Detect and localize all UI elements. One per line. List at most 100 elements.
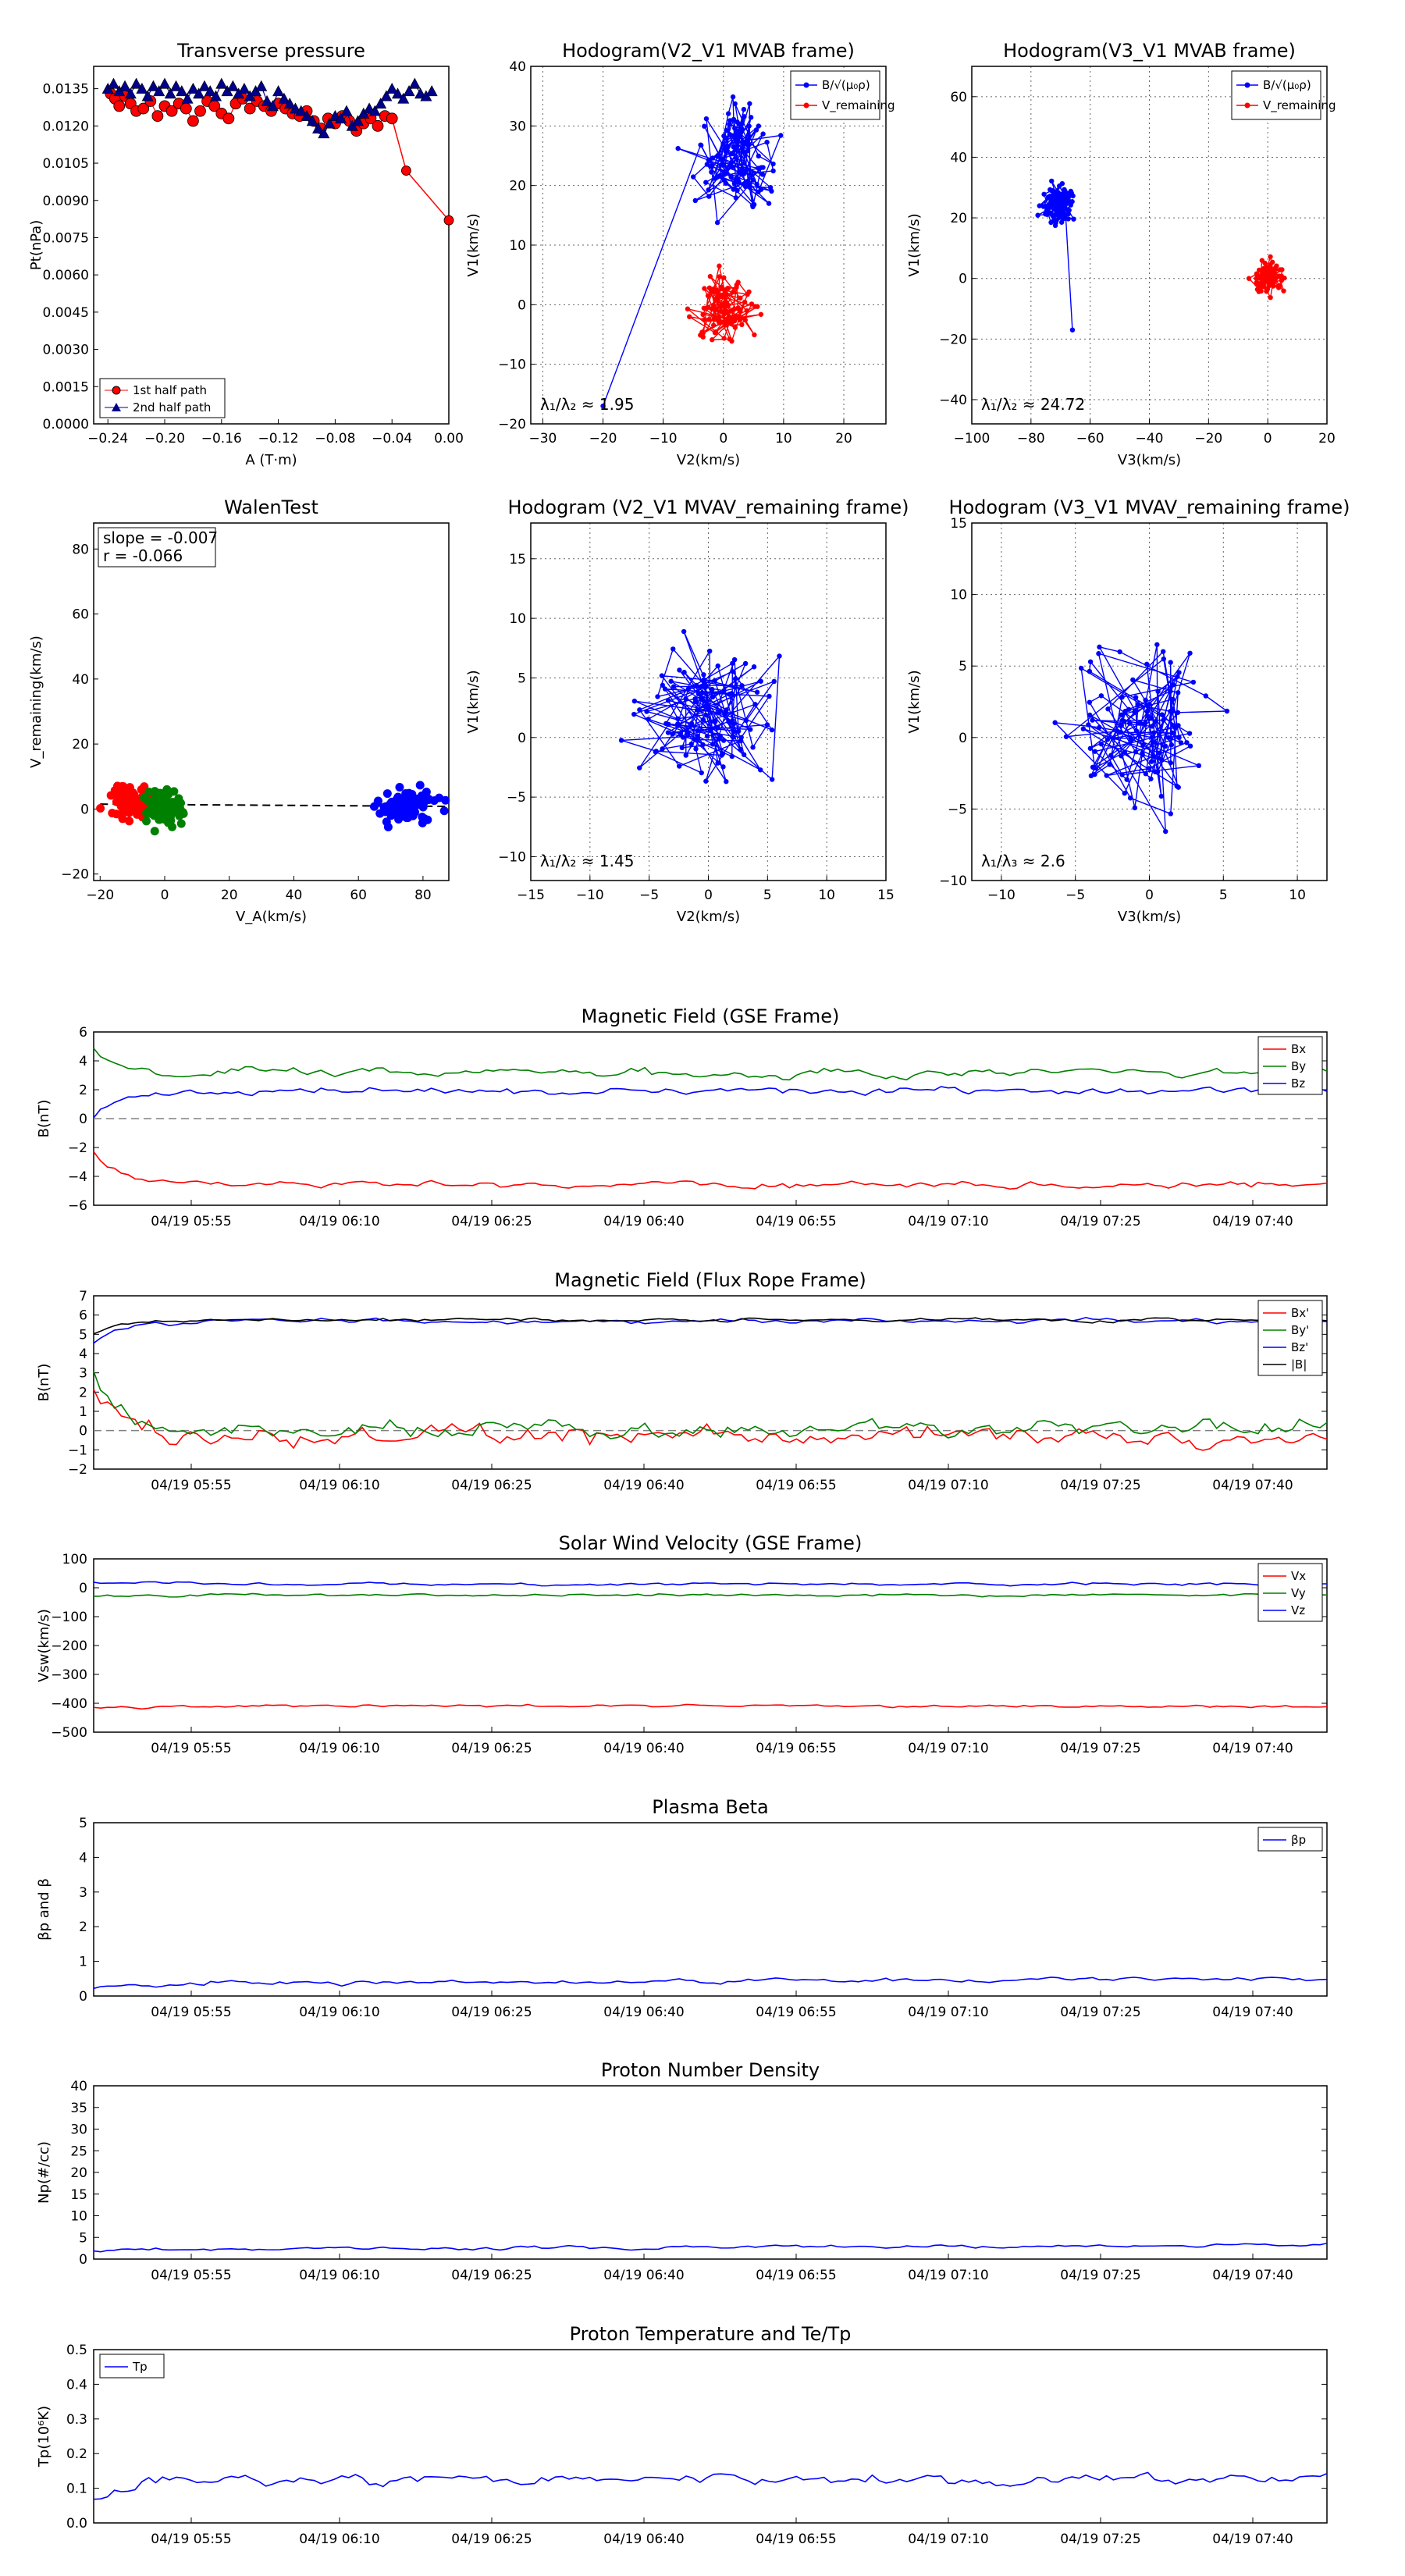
x-tick-label: 04/19 06:25 bbox=[451, 2005, 532, 2020]
data-point bbox=[730, 669, 736, 674]
data-point bbox=[688, 741, 694, 747]
data-point bbox=[733, 148, 738, 153]
plot-area bbox=[93, 2349, 1328, 2524]
data-point bbox=[1105, 706, 1111, 712]
data-point bbox=[756, 123, 762, 129]
data-point bbox=[631, 711, 637, 717]
data-point bbox=[283, 98, 296, 109]
data-point bbox=[179, 809, 188, 818]
x-tick-label: 0 bbox=[161, 888, 169, 903]
data-point bbox=[150, 827, 159, 836]
data-point bbox=[747, 180, 752, 187]
data-point bbox=[1097, 724, 1102, 731]
data-point bbox=[119, 802, 128, 812]
x-tick-label: −15 bbox=[517, 888, 545, 903]
chart-h1: Hodogram(V2_V1 MVAB frame)−30 −20 −10 0 10 20… bbox=[465, 40, 895, 468]
y-tick-label: 25 bbox=[70, 2144, 87, 2159]
data-point bbox=[1144, 708, 1151, 714]
data-point bbox=[742, 299, 748, 305]
series-line bbox=[93, 1592, 1328, 1598]
data-point bbox=[1149, 735, 1154, 740]
chart-h3: Hodogram (V2_V1 MVAV_remaining frame) −15… bbox=[465, 496, 909, 925]
y-tick-label: −1 bbox=[68, 1443, 87, 1458]
data-point bbox=[1087, 712, 1093, 718]
data-point bbox=[1115, 728, 1121, 734]
data-point bbox=[735, 119, 740, 125]
data-point bbox=[1035, 212, 1040, 218]
data-point bbox=[758, 767, 763, 773]
data-point bbox=[125, 817, 134, 826]
data-point bbox=[1151, 753, 1156, 759]
y-tick-label: 0.2 bbox=[66, 2446, 87, 2462]
y-tick-label: 0.0045 bbox=[43, 305, 89, 321]
data-point bbox=[720, 751, 726, 756]
y-tick-label: 3 bbox=[79, 1885, 87, 1901]
data-point bbox=[1268, 294, 1273, 301]
chart-ts6: Proton Temperature and Te/Tp 0.0 0.1 0.2 0.3… bbox=[36, 2323, 1328, 2547]
y-tick-label: 5 bbox=[79, 1816, 87, 1831]
data-point bbox=[714, 154, 720, 159]
data-point bbox=[1151, 739, 1158, 745]
y-tick-label: −5 bbox=[948, 802, 967, 817]
data-point bbox=[1090, 717, 1095, 723]
data-point bbox=[706, 194, 712, 199]
data-point bbox=[1162, 743, 1168, 749]
data-point bbox=[169, 787, 179, 796]
data-point bbox=[113, 100, 126, 112]
data-point bbox=[403, 85, 415, 97]
data-point bbox=[391, 87, 404, 99]
y-tick-label: 0.0 bbox=[66, 2516, 87, 2532]
data-point bbox=[141, 90, 154, 101]
y-tick-label: −4 bbox=[68, 1169, 87, 1185]
series-line bbox=[93, 1151, 1328, 1190]
x-tick-label: 0 bbox=[1145, 888, 1154, 903]
data-point bbox=[1276, 284, 1282, 290]
data-point bbox=[690, 174, 696, 180]
series-line bbox=[93, 1389, 1328, 1451]
data-point bbox=[1135, 702, 1141, 708]
x-tick-label: −5 bbox=[639, 888, 659, 903]
data-point bbox=[644, 709, 649, 714]
y-tick-label: 1 bbox=[79, 1404, 87, 1420]
data-point bbox=[709, 169, 714, 175]
data-point bbox=[1176, 670, 1182, 675]
y-tick-label: 10 bbox=[509, 611, 526, 627]
data-point bbox=[1050, 194, 1056, 201]
data-point bbox=[1184, 740, 1190, 745]
y-tick-label: 10 bbox=[950, 588, 967, 603]
y-axis-label: Tp(10⁶K) bbox=[36, 2406, 52, 2467]
x-tick-label: 04/19 06:55 bbox=[756, 1478, 836, 1493]
y-tick-label: 0.0015 bbox=[43, 379, 89, 395]
data-point bbox=[728, 691, 735, 696]
data-point bbox=[778, 133, 784, 138]
stats-box bbox=[98, 527, 216, 568]
data-point bbox=[637, 765, 642, 770]
data-point bbox=[729, 151, 735, 157]
data-point bbox=[408, 77, 421, 89]
x-tick-label: 10 bbox=[818, 888, 835, 903]
data-point bbox=[1050, 203, 1056, 208]
y-tick-label: 0 bbox=[79, 1989, 87, 2005]
data-point bbox=[142, 817, 151, 826]
data-point bbox=[730, 133, 735, 139]
data-point bbox=[771, 678, 777, 685]
data-point bbox=[758, 165, 764, 170]
data-point bbox=[420, 814, 429, 824]
x-tick-label: 04/19 05:55 bbox=[151, 1741, 231, 1756]
data-point bbox=[1161, 717, 1166, 723]
data-point bbox=[1037, 203, 1042, 208]
x-tick-label: 04/19 07:10 bbox=[908, 1478, 988, 1493]
data-point bbox=[732, 325, 738, 330]
data-point bbox=[1117, 649, 1122, 655]
data-point bbox=[680, 735, 686, 740]
data-point bbox=[719, 156, 724, 162]
data-point bbox=[754, 689, 760, 695]
data-point bbox=[692, 737, 698, 742]
data-point bbox=[1136, 720, 1142, 726]
data-point bbox=[720, 141, 726, 147]
data-point bbox=[758, 678, 763, 684]
data-point bbox=[295, 105, 308, 116]
data-point bbox=[1261, 278, 1268, 284]
data-point bbox=[395, 782, 404, 792]
legend-label: Vy bbox=[1291, 1586, 1306, 1600]
